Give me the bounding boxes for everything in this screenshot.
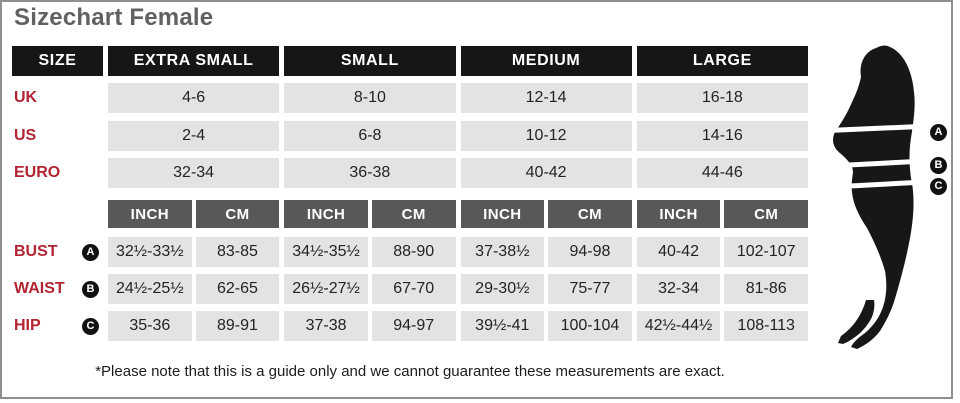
hip-m-cm: 100-104 <box>548 311 632 341</box>
table-row-waist: WAIST B 24½-25½ 62-65 26½-27½ 67-70 29-3… <box>12 274 808 304</box>
header-cell-medium: MEDIUM <box>460 46 632 76</box>
unit-pair-extra-small: INCH CM <box>108 200 280 228</box>
row-label-us: US <box>14 127 37 144</box>
us-large: 14-16 <box>636 121 808 151</box>
bust-s-cm: 88-90 <box>371 237 456 267</box>
bust-a-badge: A <box>82 243 99 261</box>
unit-row-spacer <box>12 200 103 228</box>
us-medium: 10-12 <box>460 121 632 151</box>
header-cell-large: LARGE <box>636 46 808 76</box>
uk-medium: 12-14 <box>460 83 632 113</box>
waist-s-cm: 67-70 <box>371 274 456 304</box>
header-cell-extra-small: EXTRA SMALL <box>108 46 280 76</box>
row-label-hip: HIP C <box>12 311 103 341</box>
hip-label: HIP <box>14 317 41 334</box>
euro-large: 44-46 <box>636 158 808 188</box>
waist-label: WAIST <box>14 280 65 297</box>
row-label-uk: UK <box>14 89 38 106</box>
unit-pair-small: INCH CM <box>284 200 456 228</box>
unit-cm: CM <box>195 200 280 228</box>
waist-xs-cm: 62-65 <box>195 274 280 304</box>
euro-medium: 40-42 <box>460 158 632 188</box>
bust-xs-cm: 83-85 <box>195 237 280 267</box>
unit-inch: INCH <box>108 200 192 228</box>
bust-m-cm: 94-98 <box>548 237 632 267</box>
unit-inch: INCH <box>636 200 721 228</box>
waist-l-inch: 32-34 <box>636 274 721 304</box>
waist-m-cm: 75-77 <box>548 274 632 304</box>
uk-small: 8-10 <box>284 83 456 113</box>
unit-pair-large: INCH CM <box>636 200 808 228</box>
unit-inch: INCH <box>284 200 368 228</box>
bust-l-inch: 40-42 <box>636 237 721 267</box>
footnote: *Please note that this is a guide only a… <box>95 363 725 380</box>
header-cell-size: SIZE <box>12 46 103 76</box>
hip-s-inch: 37-38 <box>284 311 368 341</box>
unit-cm: CM <box>724 200 808 228</box>
figure-marker-a: A <box>930 124 947 141</box>
female-silhouette-icon <box>828 45 921 349</box>
table-row-uk: UK 4-6 8-10 12-14 16-18 <box>12 83 808 113</box>
euro-extra-small: 32-34 <box>108 158 280 188</box>
unit-pair-medium: INCH CM <box>460 200 632 228</box>
figure-marker-c: C <box>930 178 947 195</box>
size-table: SIZE EXTRA SMALL SMALL MEDIUM LARGE UK 4… <box>12 46 808 341</box>
page-title: Sizechart Female <box>14 4 214 31</box>
us-extra-small: 2-4 <box>108 121 280 151</box>
hip-l-cm: 108-113 <box>724 311 808 341</box>
bust-m-inch: 37-38½ <box>460 237 545 267</box>
row-label-waist: WAIST B <box>12 274 103 304</box>
waist-xs-inch: 24½-25½ <box>108 274 192 304</box>
table-header-row: SIZE EXTRA SMALL SMALL MEDIUM LARGE <box>12 46 808 76</box>
bust-xs-inch: 32½-33½ <box>108 237 192 267</box>
bust-label: BUST <box>14 243 58 260</box>
waist-s-inch: 26½-27½ <box>284 274 368 304</box>
unit-inch: INCH <box>460 200 545 228</box>
waist-b-badge: B <box>82 280 99 298</box>
table-row-bust: BUST A 32½-33½ 83-85 34½-35½ 88-90 37-38… <box>12 237 808 267</box>
hip-l-inch: 42½-44½ <box>636 311 721 341</box>
euro-small: 36-38 <box>284 158 456 188</box>
unit-cm: CM <box>371 200 456 228</box>
unit-header-row: INCH CM INCH CM INCH CM INCH CM <box>12 200 808 228</box>
table-row-euro: EURO 32-34 36-38 40-42 44-46 <box>12 158 808 188</box>
header-cell-small: SMALL <box>284 46 456 76</box>
hip-c-badge: C <box>82 317 99 335</box>
row-label-bust: BUST A <box>12 237 103 267</box>
table-row-hip: HIP C 35-36 89-91 37-38 94-97 39½-41 100… <box>12 311 808 341</box>
hip-s-cm: 94-97 <box>371 311 456 341</box>
bust-s-inch: 34½-35½ <box>284 237 368 267</box>
uk-large: 16-18 <box>636 83 808 113</box>
table-row-us: US 2-4 6-8 10-12 14-16 <box>12 121 808 151</box>
us-small: 6-8 <box>284 121 456 151</box>
waist-m-inch: 29-30½ <box>460 274 545 304</box>
hip-xs-inch: 35-36 <box>108 311 192 341</box>
waist-l-cm: 81-86 <box>724 274 808 304</box>
uk-extra-small: 4-6 <box>108 83 280 113</box>
row-label-euro: EURO <box>14 164 61 181</box>
hip-xs-cm: 89-91 <box>195 311 280 341</box>
figure-marker-b: B <box>930 157 947 174</box>
hip-m-inch: 39½-41 <box>460 311 545 341</box>
bust-l-cm: 102-107 <box>724 237 808 267</box>
unit-cm: CM <box>548 200 632 228</box>
